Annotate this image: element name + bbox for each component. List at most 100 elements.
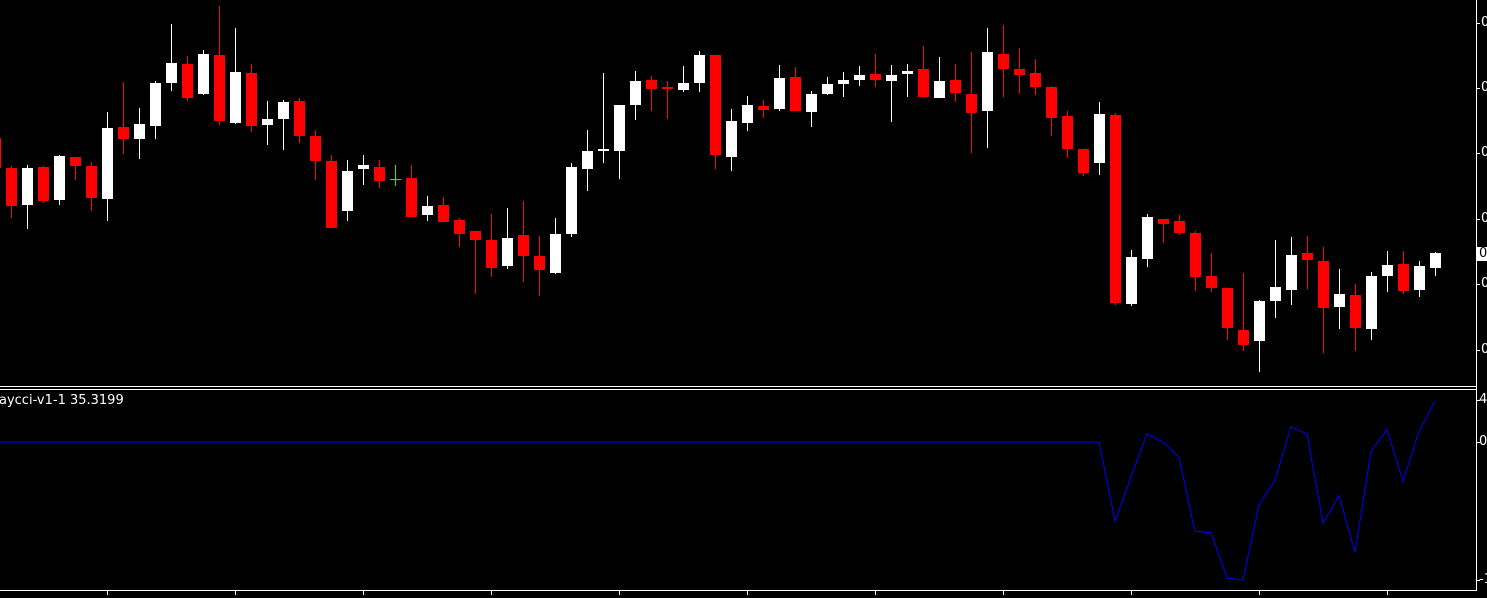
candle[interactable] — [1366, 272, 1377, 340]
candle[interactable] — [486, 214, 497, 277]
candle[interactable] — [1302, 236, 1313, 289]
candle[interactable] — [326, 155, 337, 228]
candle[interactable] — [758, 100, 769, 118]
candle[interactable] — [710, 55, 721, 169]
candle[interactable] — [310, 130, 321, 180]
candle[interactable] — [1046, 86, 1057, 136]
candle[interactable] — [1318, 247, 1329, 353]
candle[interactable] — [102, 112, 113, 221]
candle-body — [1286, 255, 1297, 290]
candle[interactable] — [518, 201, 529, 282]
candle[interactable] — [1270, 240, 1281, 318]
candle[interactable] — [438, 197, 449, 222]
candle[interactable] — [1350, 284, 1361, 351]
candle[interactable] — [1158, 219, 1169, 243]
candle[interactable] — [966, 52, 977, 153]
candle[interactable] — [774, 65, 785, 111]
candle[interactable] — [902, 64, 913, 97]
candle[interactable] — [934, 57, 945, 98]
candle[interactable] — [998, 25, 1009, 97]
candle[interactable] — [454, 218, 465, 247]
candle[interactable] — [1094, 102, 1105, 175]
candle[interactable] — [694, 51, 705, 92]
candle[interactable] — [38, 166, 49, 203]
candle[interactable] — [822, 77, 833, 95]
candle[interactable] — [374, 160, 385, 188]
candle[interactable] — [118, 82, 129, 154]
candle[interactable] — [870, 54, 881, 87]
candle[interactable] — [1222, 288, 1233, 340]
candle[interactable] — [950, 64, 961, 102]
candle[interactable] — [614, 105, 625, 179]
candle[interactable] — [358, 155, 369, 185]
candle-body — [358, 165, 369, 169]
candle[interactable] — [1398, 251, 1409, 294]
candle[interactable] — [54, 155, 65, 205]
candle[interactable] — [22, 165, 33, 229]
candle[interactable] — [1142, 214, 1153, 267]
candle[interactable] — [134, 108, 145, 159]
candle[interactable] — [1254, 300, 1265, 372]
candle[interactable] — [422, 196, 433, 221]
candle[interactable] — [1286, 237, 1297, 305]
candle[interactable] — [0, 136, 1, 168]
candle[interactable] — [1382, 251, 1393, 292]
candle[interactable] — [1206, 253, 1217, 292]
candle[interactable] — [230, 28, 241, 124]
candle-body — [614, 105, 625, 151]
candle[interactable] — [1334, 269, 1345, 329]
candle[interactable] — [534, 236, 545, 296]
candle[interactable] — [182, 56, 193, 101]
candle-body — [1174, 221, 1185, 233]
candle[interactable] — [1030, 59, 1041, 95]
candle[interactable] — [646, 76, 657, 111]
candle[interactable] — [278, 100, 289, 150]
candle[interactable] — [198, 50, 209, 95]
candle[interactable] — [1078, 149, 1089, 176]
candle[interactable] — [726, 109, 737, 171]
candle[interactable] — [566, 163, 577, 237]
candle[interactable] — [918, 46, 929, 97]
candle[interactable] — [1062, 111, 1073, 158]
candle[interactable] — [262, 101, 273, 145]
candle-body — [630, 81, 641, 105]
candle[interactable] — [582, 130, 593, 191]
candle[interactable] — [6, 166, 17, 218]
candle[interactable] — [598, 73, 609, 163]
candle[interactable] — [742, 96, 753, 131]
candle[interactable] — [854, 66, 865, 86]
candle[interactable] — [70, 157, 81, 180]
candle[interactable] — [502, 208, 513, 269]
candle[interactable] — [150, 81, 161, 139]
candle-body — [1350, 295, 1361, 328]
candle[interactable] — [1174, 215, 1185, 235]
candle[interactable] — [390, 165, 401, 186]
candle-body — [38, 167, 49, 201]
candle[interactable] — [678, 66, 689, 92]
candle[interactable] — [1014, 48, 1025, 94]
candle[interactable] — [1430, 252, 1441, 276]
candle[interactable] — [166, 24, 177, 91]
candle[interactable] — [1238, 273, 1249, 351]
candle[interactable] — [246, 64, 257, 132]
candle[interactable] — [550, 218, 561, 274]
candle[interactable] — [630, 71, 641, 120]
candle[interactable] — [470, 231, 481, 294]
candle[interactable] — [1110, 113, 1121, 305]
candle[interactable] — [1190, 231, 1201, 291]
candle[interactable] — [406, 165, 417, 217]
candle[interactable] — [1414, 261, 1425, 297]
candle[interactable] — [662, 81, 673, 119]
candle[interactable] — [790, 67, 801, 111]
price-chart[interactable] — [0, 6, 1441, 372]
candle[interactable] — [294, 98, 305, 143]
candle[interactable] — [1126, 250, 1137, 306]
candle[interactable] — [214, 6, 225, 125]
candle[interactable] — [86, 162, 97, 211]
candle[interactable] — [886, 65, 897, 122]
indicator-pane[interactable] — [0, 400, 1436, 581]
candle[interactable] — [806, 91, 817, 127]
candle[interactable] — [838, 72, 849, 97]
candle[interactable] — [982, 28, 993, 148]
candle[interactable] — [342, 160, 353, 221]
